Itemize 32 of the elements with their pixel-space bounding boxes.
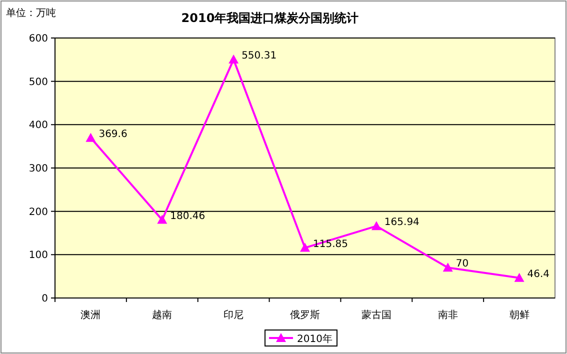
data-label: 165.94 xyxy=(384,217,420,228)
point xyxy=(157,214,168,224)
x-tick-label: 朝鲜 xyxy=(509,309,530,321)
point xyxy=(300,242,310,252)
point xyxy=(228,54,239,64)
x-tick-label: 印尼 xyxy=(224,309,244,321)
x-tick-label: 蒙古国 xyxy=(361,309,392,321)
data-label: 115.85 xyxy=(313,238,348,250)
legend: 2010年 xyxy=(264,330,338,346)
x-tick-label: 越南 xyxy=(152,309,172,321)
data-label: 70 xyxy=(456,258,469,270)
legend-label: 2010年 xyxy=(297,333,332,345)
x-tick-label: 俄罗斯 xyxy=(290,309,320,321)
y-tick-label: 400 xyxy=(28,120,48,132)
y-tick-label: 500 xyxy=(28,76,48,88)
x-tick-label: 澳洲 xyxy=(80,309,101,321)
data-label: 369.6 xyxy=(98,128,128,140)
data-label: 180.46 xyxy=(170,210,206,222)
data-label: 46.4 xyxy=(527,268,550,280)
y-tick-label: 100 xyxy=(28,250,48,262)
y-tick-label: 300 xyxy=(28,164,48,174)
point xyxy=(514,272,524,282)
data-label: 550.31 xyxy=(242,50,277,62)
chart-title: 2010年我国进口煤炭分国别统计 xyxy=(181,11,359,25)
point xyxy=(371,221,382,230)
y-tick-label: 600 xyxy=(28,34,48,44)
point xyxy=(86,132,96,142)
y-tick-label: 0 xyxy=(42,294,48,304)
x-tick-label: 南非 xyxy=(438,309,458,321)
y-axis-title: 单位：万吨 xyxy=(6,7,56,19)
y-tick-label: 200 xyxy=(28,206,48,218)
point xyxy=(442,262,453,272)
